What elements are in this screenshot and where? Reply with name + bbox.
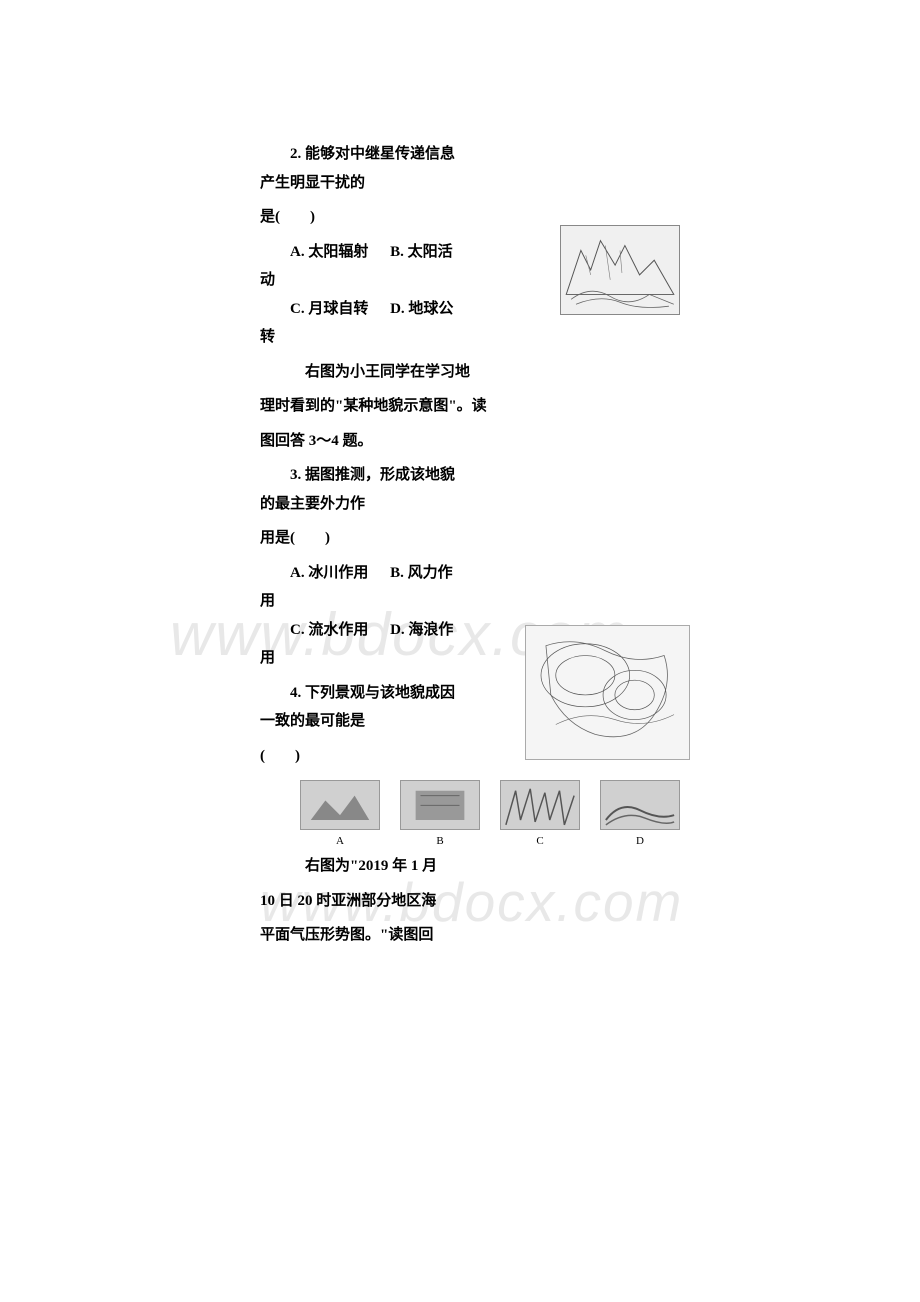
- q4-figure-options: A B C D: [300, 780, 680, 830]
- q2-number: 2.: [290, 146, 301, 162]
- intro56-line2: 10 日 20 时亚洲部分地区海: [260, 887, 490, 916]
- q4-figure-d: D: [600, 780, 680, 830]
- q3-option-a: A. 冰川作用: [290, 565, 368, 581]
- question-3: 3. 据图推测，形成该地貌的最主要外力作 用是( ) A. 冰川作用 B. 风力…: [260, 461, 460, 673]
- intro34-line3: 图回答 3～4 题。: [260, 427, 530, 456]
- q2-option-c: C. 月球自转: [290, 301, 368, 317]
- exam-content: 2. 能够对中继星传递信息产生明显干扰的 是( ) A. 太阳辐射 B. 太阳活…: [0, 0, 700, 950]
- q2-option-a: A. 太阳辐射: [290, 244, 368, 260]
- pressure-map: [525, 625, 690, 760]
- q3-stem-2: 用是( ): [260, 524, 460, 553]
- q2-stem-2: 是( ): [260, 203, 460, 232]
- q4-label-c: C: [536, 835, 543, 847]
- q4-number: 4.: [290, 685, 301, 701]
- intro56-line3: 平面气压形势图。"读图回: [260, 921, 490, 950]
- q4-figure-b: B: [400, 780, 480, 830]
- q3-number: 3.: [290, 467, 301, 483]
- q4-stem-2: ( ): [260, 742, 460, 771]
- intro56-line1: 右图为"2019 年 1 月: [260, 852, 490, 881]
- question-4: 4. 下列景观与该地貌成因一致的最可能是 ( ) A B C D: [260, 679, 460, 831]
- intro-q3-q4: 右图为小王同学在学习地 理时看到的"某种地貌示意图"。读 图回答 3～4 题。: [260, 358, 460, 456]
- intro34-line1: 右图为小王同学在学习地: [260, 358, 530, 387]
- q4-figure-a: A: [300, 780, 380, 830]
- q4-figure-c: C: [500, 780, 580, 830]
- intro-q5-q6: 右图为"2019 年 1 月 10 日 20 时亚洲部分地区海 平面气压形势图。…: [260, 852, 460, 950]
- q3-option-c: C. 流水作用: [290, 622, 368, 638]
- intro34-line2: 理时看到的"某种地貌示意图"。读: [260, 392, 530, 421]
- q4-label-d: D: [636, 835, 644, 847]
- q4-label-b: B: [436, 835, 443, 847]
- landform-diagram: [560, 225, 680, 315]
- q4-label-a: A: [336, 835, 344, 847]
- question-2: 2. 能够对中继星传递信息产生明显干扰的 是( ) A. 太阳辐射 B. 太阳活…: [260, 140, 460, 352]
